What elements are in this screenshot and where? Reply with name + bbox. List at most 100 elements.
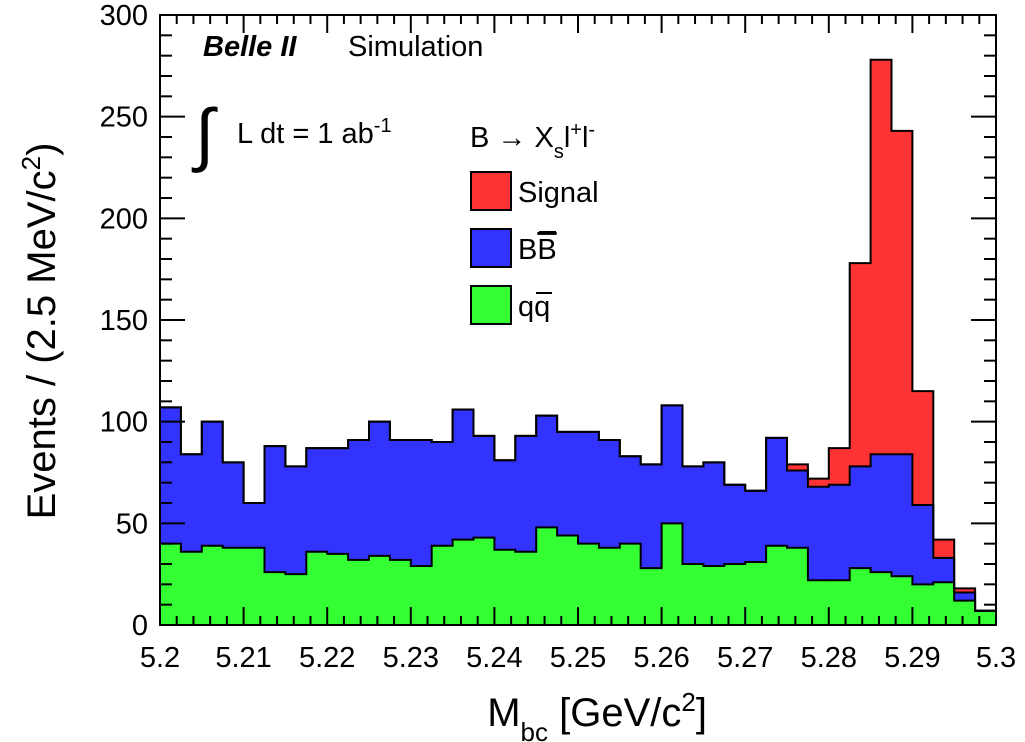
bar-bbbar-bin-8: [327, 448, 349, 554]
bar-bbbar-bin-30: [787, 470, 809, 548]
bar-qqbar-bin-33: [849, 568, 871, 625]
bar-qqbar-bin-30: [787, 547, 809, 625]
axis-tick-labels: 5.2 5.21 5.22 5.23 5.24 5.25 5.26 5.27 5.28 5.29 5…: [100, 0, 1017, 674]
x-tick-label-3: 5.23: [383, 642, 439, 674]
legend-swatch-qqbar: [470, 285, 512, 325]
bar-bbbar-bin-5: [264, 446, 286, 573]
x-tick-label-9: 5.29: [884, 642, 940, 674]
bar-bbbar-bin-10: [369, 421, 391, 556]
histogram-bars: [160, 59, 997, 625]
bar-bbbar-bin-38: [954, 592, 976, 601]
bar-qqbar-bin-25: [682, 564, 704, 625]
y-tick-label-0: 0: [132, 610, 148, 642]
bar-qqbar-bin-11: [389, 559, 412, 625]
process-sup2: -: [588, 119, 595, 141]
y-tick-label-3: 150: [100, 305, 148, 337]
bar-bbbar-bin-33: [849, 466, 871, 569]
legend-label-bbbar: BB: [518, 234, 557, 266]
bar-bbbar-bin-15: [473, 435, 495, 538]
bar-bbbar-bin-9: [348, 439, 370, 560]
legend-label-bbbar-main: B: [518, 234, 537, 266]
bar-bbbar-bin-11: [389, 439, 412, 560]
bar-signal-bin-32: [828, 448, 851, 485]
bar-bbbar-bin-14: [452, 409, 474, 540]
legend-label-bbbar-bar: B: [537, 234, 556, 266]
bar-qqbar-bin-39: [975, 610, 997, 625]
bar-bbbar-bin-29: [766, 437, 788, 546]
bar-bbbar-bin-26: [703, 462, 725, 567]
bar-qqbar-bin-26: [703, 566, 725, 625]
x-tick-label-7: 5.27: [717, 642, 773, 674]
step-outline-signal: [159, 58, 997, 625]
bar-bbbar-bin-25: [682, 466, 704, 564]
bar-qqbar-bin-10: [369, 555, 391, 625]
y-tick-label-5: 250: [100, 102, 148, 134]
x-axis-title-sup: 2: [681, 687, 695, 717]
bar-qqbar-bin-18: [536, 527, 558, 625]
bar-bbbar-bin-35: [891, 454, 913, 577]
bar-qqbar-bin-24: [661, 523, 683, 625]
y-axis-title: Events / (2.5 MeV/c2): [16, 143, 64, 520]
x-tick-label-2: 5.22: [299, 642, 355, 674]
bar-qqbar-bin-22: [619, 543, 642, 625]
bar-qqbar-bin-5: [264, 572, 286, 625]
bar-bbbar-bin-18: [536, 415, 558, 528]
bar-bbbar-bin-20: [578, 431, 600, 544]
bar-bbbar-bin-17: [515, 435, 537, 552]
bar-qqbar-bin-6: [285, 574, 307, 625]
bar-bbbar-bin-6: [285, 466, 307, 575]
y-axis-title-main: Events / (2.5 MeV/c: [20, 170, 64, 519]
bar-qqbar-bin-34: [870, 572, 892, 625]
bar-bbbar-bin-28: [745, 490, 767, 562]
bar-bbbar-bin-34: [870, 454, 892, 573]
bar-bbbar-bin-31: [807, 486, 830, 581]
process-label: B → Xsl+l-: [470, 119, 595, 163]
bar-bbbar-bin-21: [598, 439, 621, 548]
process-l2: l: [582, 122, 588, 154]
bar-signal-bin-38: [954, 588, 976, 593]
process-lead: B → X: [470, 122, 554, 154]
bar-qqbar-bin-14: [452, 539, 474, 625]
x-tick-label-10: 5.3: [976, 642, 1016, 674]
bar-qqbar-bin-35: [891, 576, 913, 625]
luminosity-sup: -1: [374, 115, 392, 137]
x-axis-title-tail: ]: [696, 691, 707, 735]
bar-bbbar-bin-23: [640, 464, 662, 569]
bar-signal-bin-31: [807, 478, 830, 487]
bar-bbbar-bin-7: [306, 448, 328, 552]
step-outline-qqbar: [159, 522, 997, 625]
bar-qqbar-bin-7: [306, 551, 328, 625]
bar-qqbar-bin-31: [807, 580, 830, 625]
legend-label-qqbar-main: q: [518, 291, 534, 323]
bar-qqbar-bin-38: [954, 600, 976, 625]
bar-qqbar-bin-4: [243, 547, 265, 625]
bar-qqbar-bin-2: [201, 545, 224, 625]
x-tick-label-0: 5.2: [140, 642, 180, 674]
x-tick-label-1: 5.21: [215, 642, 271, 674]
axis-ticks: [159, 14, 997, 626]
bar-bbbar-bin-36: [912, 505, 934, 585]
y-tick-label-2: 100: [100, 407, 148, 439]
bar-qqbar-bin-28: [745, 561, 767, 625]
bar-bbbar-bin-3: [222, 462, 244, 548]
bar-signal-bin-37: [933, 539, 955, 558]
bar-bbbar-bin-12: [410, 439, 433, 567]
bar-qqbar-bin-13: [431, 545, 453, 625]
bar-bbbar-bin-24: [661, 405, 683, 524]
legend-label-qqbar-bar: q: [534, 291, 550, 323]
bar-qqbar-bin-16: [494, 549, 516, 625]
x-tick-label-8: 5.28: [801, 642, 857, 674]
legend-label-qqbar: qq: [518, 291, 550, 323]
bar-qqbar-bin-23: [640, 568, 662, 625]
bar-qqbar-bin-20: [578, 543, 600, 625]
bar-qqbar-bin-37: [933, 582, 955, 625]
bar-qqbar-bin-21: [598, 547, 621, 625]
x-axis-title-rest: [GeV/c: [548, 691, 681, 735]
bar-signal-bin-35: [891, 130, 913, 455]
bar-qqbar-bin-29: [766, 545, 788, 625]
bar-signal-bin-33: [849, 263, 871, 467]
luminosity-main: L dt = 1 ab: [237, 118, 374, 150]
legend: Signal BB qq: [470, 171, 599, 325]
luminosity-text: L dt = 1 ab-1: [237, 115, 392, 150]
